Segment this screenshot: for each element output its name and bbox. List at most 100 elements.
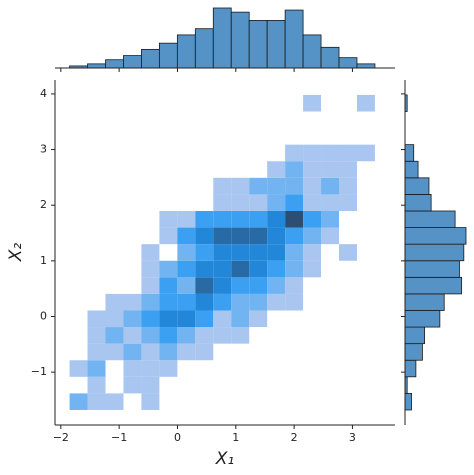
heatmap-cell xyxy=(141,95,159,112)
heatmap-cell xyxy=(141,111,159,128)
heatmap-cell xyxy=(339,310,357,327)
heatmap-cell xyxy=(303,210,322,228)
heatmap-cell xyxy=(213,95,231,112)
heatmap-cell xyxy=(249,277,268,294)
heatmap-cell xyxy=(231,310,250,328)
heatmap-cell xyxy=(321,128,339,145)
top-marginal-bar xyxy=(87,63,106,69)
heatmap-cell xyxy=(249,194,268,211)
heatmap-cell xyxy=(105,393,124,410)
heatmap-cell xyxy=(231,210,250,228)
heatmap-cell xyxy=(87,327,106,344)
heatmap-cell xyxy=(339,95,357,112)
heatmap-cell xyxy=(231,128,249,145)
heatmap-cell xyxy=(231,95,249,112)
heatmap-cell xyxy=(357,128,375,145)
right-marginal-bar xyxy=(404,326,426,345)
y-tick-label: 1 xyxy=(40,254,47,267)
heatmap-cell xyxy=(249,293,268,311)
heatmap-cell xyxy=(339,344,357,361)
heatmap-cell xyxy=(321,360,339,377)
heatmap-cell xyxy=(106,161,124,178)
heatmap-cell xyxy=(303,144,322,162)
heatmap-cell xyxy=(106,211,124,228)
heatmap-cell xyxy=(141,327,160,344)
heatmap-cell xyxy=(267,293,286,311)
y-tick-label: −1 xyxy=(31,365,47,378)
heatmap-cell xyxy=(69,360,88,377)
heatmap-cell xyxy=(339,360,357,377)
heatmap-cell xyxy=(123,161,141,178)
heatmap-cell xyxy=(339,393,357,410)
heatmap-cell xyxy=(106,95,124,112)
heatmap-cell xyxy=(231,344,249,361)
x-tick-label: 1 xyxy=(232,431,239,444)
heatmap-cell xyxy=(213,227,232,245)
heatmap-cell xyxy=(87,343,106,361)
heatmap-cell xyxy=(141,228,159,245)
heatmap-cell xyxy=(88,261,106,278)
heatmap-cell xyxy=(159,293,178,311)
heatmap-cell xyxy=(249,161,267,178)
heatmap-cell xyxy=(249,95,267,112)
heatmap-cell xyxy=(177,310,196,328)
heatmap-cell xyxy=(141,211,159,228)
heatmap-cell xyxy=(177,244,196,261)
heatmap-cell xyxy=(321,244,339,261)
heatmap-cell xyxy=(70,228,88,245)
heatmap-cell xyxy=(357,294,375,311)
heatmap-cell xyxy=(159,161,177,178)
heatmap-cell xyxy=(357,393,375,410)
heatmap-cell xyxy=(177,161,195,178)
right-marginal-bar xyxy=(404,243,465,262)
heatmap-cell xyxy=(249,360,267,377)
x-tick-label: −2 xyxy=(53,431,69,444)
heatmap-cell xyxy=(159,227,178,245)
y-tick-label: 2 xyxy=(40,198,47,211)
heatmap-cell xyxy=(231,260,250,278)
heatmap-cell xyxy=(141,194,159,211)
right-marginal-bar xyxy=(404,276,463,295)
heatmap-cell xyxy=(249,310,268,328)
top-marginal-bar xyxy=(105,59,124,69)
heatmap-cell xyxy=(195,227,214,245)
heatmap-cell xyxy=(303,377,321,394)
heatmap-cell xyxy=(177,227,196,245)
heatmap-cell xyxy=(321,227,340,245)
heatmap-cell xyxy=(123,277,141,294)
heatmap-cell xyxy=(321,177,340,195)
heatmap-cell xyxy=(195,293,214,311)
heatmap-cell xyxy=(177,178,195,195)
heatmap-cell xyxy=(339,327,357,344)
heatmap-cell xyxy=(249,377,267,394)
heatmap-cell xyxy=(231,111,249,128)
right-marginal-bar xyxy=(404,343,423,361)
heatmap-cell xyxy=(339,194,357,211)
heatmap-cell xyxy=(106,228,124,245)
right-marginal-bar xyxy=(404,293,445,311)
heatmap-cell xyxy=(123,343,142,361)
heatmap-cell xyxy=(231,161,249,178)
top-marginal-bar xyxy=(141,48,160,69)
y-axis-label: X₂ xyxy=(6,243,26,263)
heatmap-cell xyxy=(88,161,106,178)
top-marginal-bar xyxy=(284,9,304,69)
heatmap-cell xyxy=(123,360,142,377)
x-axis-label: X₁ xyxy=(215,449,234,469)
heatmap-cell xyxy=(177,327,196,344)
heatmap-cell xyxy=(123,310,142,328)
x-tick-label: −1 xyxy=(111,431,127,444)
heatmap-cell xyxy=(321,327,339,344)
heatmap-cell xyxy=(195,310,214,328)
heatmap-cell xyxy=(88,294,106,311)
heatmap-cell xyxy=(106,178,124,195)
heatmap-cell xyxy=(356,94,375,112)
heatmap-cell xyxy=(339,261,357,278)
heatmap-cell xyxy=(231,227,250,245)
x-tick-label: 3 xyxy=(349,431,356,444)
heatmap-cell xyxy=(303,244,322,261)
heatmap-cell xyxy=(70,145,88,162)
top-marginal-bar xyxy=(212,7,232,69)
heatmap-cell xyxy=(87,376,106,394)
heatmap-cell xyxy=(267,194,286,211)
